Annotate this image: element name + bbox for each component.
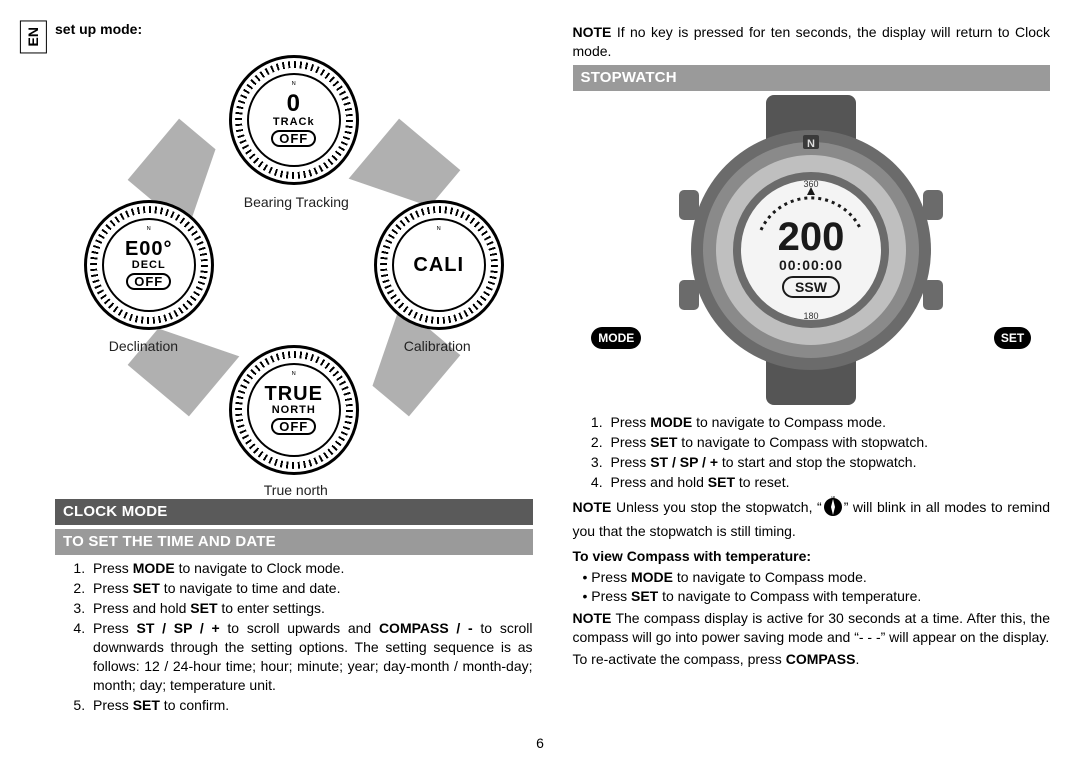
time-and-date-header: TO SET THE TIME AND DATE — [55, 529, 533, 555]
face-caption: Bearing Tracking — [244, 193, 349, 212]
clock-mode-header: CLOCK MODE — [55, 499, 533, 525]
temp-subhead: To view Compass with temperature: — [573, 547, 1051, 566]
face-line1: TRUE — [265, 384, 323, 404]
display-main: 200 — [778, 215, 845, 259]
face-line3: OFF — [271, 130, 316, 147]
stopwatch-header: STOPWATCH — [573, 65, 1051, 91]
note-top: NOTE If no key is pressed for ten second… — [573, 23, 1051, 61]
step-item: Press MODE to navigate to Clock mode. — [89, 559, 533, 578]
face-caption: True north — [264, 481, 328, 500]
page-number: 6 — [536, 734, 544, 753]
face-line2: TRACk — [273, 117, 315, 128]
face-line3: OFF — [271, 418, 316, 435]
display-dir: SSW — [795, 279, 828, 295]
watch-illustration: MODE SET N 360 — [591, 95, 1031, 405]
left-column: set up mode: ᴺ 0 TRACk — [55, 20, 533, 741]
bezel-180: 180 — [804, 311, 819, 321]
face-caption: Calibration — [404, 337, 471, 356]
face-line1: E00° — [125, 239, 173, 259]
watchface-calibration: ᴺ CALI — [374, 200, 504, 330]
note-compass-30s: NOTE The compass display is active for 3… — [573, 609, 1051, 647]
face-caption: Declination — [109, 337, 178, 356]
face-line2: DECL — [132, 260, 166, 271]
svg-text:N: N — [831, 496, 835, 500]
bezel-n: N — [807, 138, 815, 150]
mode-button-label: MODE — [591, 327, 641, 349]
bullet-item: Press SET to navigate to Compass with te… — [583, 587, 1051, 606]
step-item: Press SET to navigate to Compass with st… — [607, 433, 1051, 452]
language-tab: EN — [20, 20, 47, 53]
setup-mode-label: set up mode: — [55, 20, 533, 39]
face-line1: 0 — [287, 92, 301, 116]
watchface-bearing: ᴺ 0 TRACk OFF — [229, 55, 359, 185]
step-item: Press ST / SP / + to start and stop the … — [607, 453, 1051, 472]
watchface-truenorth: ᴺ TRUE NORTH OFF — [229, 345, 359, 475]
watchface-declination: ᴺ E00° DECL OFF — [84, 200, 214, 330]
set-button-label: SET — [994, 327, 1031, 349]
face-line1: CALI — [413, 255, 464, 275]
step-item: Press SET to navigate to time and date. — [89, 579, 533, 598]
step-item: Press ST / SP / + to scroll upwards and … — [89, 619, 533, 695]
step-item: Press MODE to navigate to Compass mode. — [607, 413, 1051, 432]
face-line2: NORTH — [272, 405, 316, 416]
step-item: Press SET to confirm. — [89, 696, 533, 715]
stopwatch-steps-list: Press MODE to navigate to Compass mode.P… — [573, 413, 1051, 492]
display-time: 00:00:00 — [779, 257, 843, 273]
note-stopwatch-blink: NOTE Unless you stop the stopwatch, “N” … — [573, 496, 1051, 542]
clock-steps-list: Press MODE to navigate to Clock mode.Pre… — [55, 559, 533, 714]
step-item: Press and hold SET to enter settings. — [89, 599, 533, 618]
bullet-item: Press MODE to navigate to Compass mode. — [583, 568, 1051, 587]
temp-bullets: Press MODE to navigate to Compass mode.P… — [573, 568, 1051, 606]
step-item: Press and hold SET to reset. — [607, 473, 1051, 492]
watch-svg: N 360 180 200 00:00:00 SSW — [591, 95, 1031, 405]
face-line3: OFF — [126, 273, 171, 290]
setup-cycle-diagram: ᴺ 0 TRACk OFF Bearing Tracking ᴺ CALI Ca… — [74, 45, 514, 495]
right-column: NOTE If no key is pressed for ten second… — [573, 20, 1051, 741]
reactivate-line: To re-activate the compass, press COMPAS… — [573, 650, 1051, 669]
